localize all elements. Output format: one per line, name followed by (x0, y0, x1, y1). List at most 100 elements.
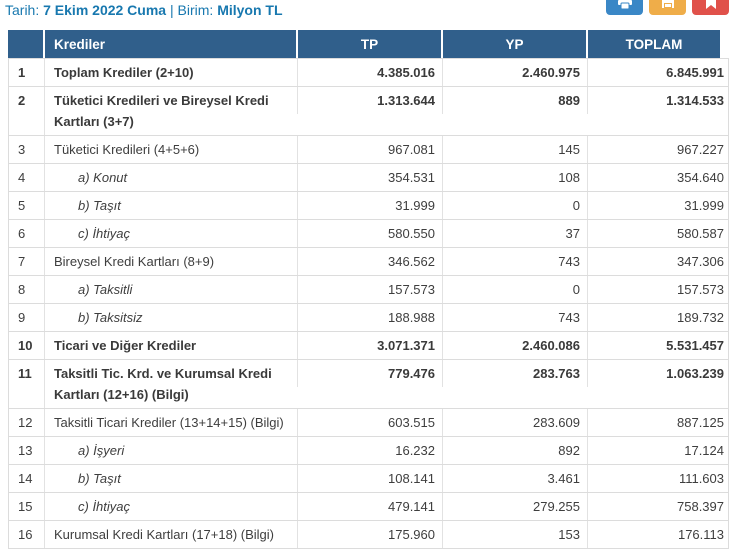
table-row: 16 Kurumsal Kredi Kartları (17+18) (Bilgi… (8, 521, 729, 549)
save-icon (661, 0, 675, 9)
tp-value-cell: 4.385.016 (297, 59, 442, 86)
tp-value-cell: 31.999 (297, 192, 442, 219)
row-number-cell: 5 (18, 198, 26, 213)
table-row: 11 Taksitli Tic. Krd. ve Kurumsal Kredi K… (8, 360, 729, 409)
table-row: 15 c) İhtiyaç 479.141 279.255 758.397 (8, 493, 729, 521)
credit-label-cell: Taksitli Tic. Krd. ve Kurumsal Kredi Kar… (44, 360, 297, 408)
tp-value-cell: 188.988 (297, 304, 442, 331)
tp-value-cell: 580.550 (297, 220, 442, 247)
yp-value-cell: 279.255 (442, 493, 587, 520)
row-number-cell: 15 (18, 499, 33, 514)
row-number-cell: 12 (18, 415, 33, 430)
row-number-cell: 6 (18, 226, 26, 241)
tp-value-cell: 3.071.371 (297, 332, 442, 359)
toplam-value-cell: 176.113 (587, 521, 728, 548)
yp-value-cell: 0 (442, 276, 587, 303)
credit-label-cell: b) Taşıt (44, 192, 297, 219)
credit-label-cell: Taksitli Ticari Krediler (13+14+15) (Bil… (44, 409, 297, 436)
header-cell-rownum (8, 30, 43, 58)
toplam-value-cell: 189.732 (587, 304, 728, 331)
yp-value-cell: 37 (442, 220, 587, 247)
row-number-cell: 14 (18, 471, 33, 486)
row-number-cell: 7 (18, 254, 26, 269)
toplam-value-cell: 758.397 (587, 493, 728, 520)
yp-value-cell: 743 (442, 304, 587, 331)
tp-value-cell: 157.573 (297, 276, 442, 303)
row-number-cell: 16 (18, 527, 33, 542)
table-row: 4 a) Konut 354.531 108 354.640 (8, 164, 729, 192)
tp-value-cell: 16.232 (297, 437, 442, 464)
credit-label-cell: c) İhtiyaç (44, 493, 297, 520)
top-bar: Tarih: 7 Ekim 2022 Cuma | Birim: Milyon … (0, 0, 731, 30)
save-export-button[interactable] (649, 0, 686, 15)
unit-label: Birim: (177, 2, 214, 18)
table-row: 9 b) Taksitsiz 188.988 743 189.732 (8, 304, 729, 332)
tp-value-cell: 479.141 (297, 493, 442, 520)
credit-label-cell: a) Taksitli (44, 276, 297, 303)
unit-value: Milyon TL (217, 2, 283, 18)
toplam-value-cell: 1.314.533 (587, 87, 728, 114)
header-cell-toplam: TOPLAM (588, 30, 720, 58)
toplam-value-cell: 354.640 (587, 164, 728, 191)
credit-label-cell: Toplam Krediler (2+10) (44, 59, 297, 86)
row-number-cell: 11 (18, 366, 32, 381)
yp-value-cell: 283.609 (442, 409, 587, 436)
row-number-cell: 1 (18, 65, 26, 80)
pdf-export-button[interactable] (692, 0, 729, 15)
credit-label-cell: a) Konut (44, 164, 297, 191)
printer-icon (617, 0, 633, 9)
credit-table: Krediler TP YP TOPLAM 1 Toplam Krediler (… (8, 30, 731, 549)
credit-label-cell: Bireysel Kredi Kartları (8+9) (44, 248, 297, 275)
toplam-value-cell: 6.845.991 (587, 59, 728, 86)
row-number-cell: 3 (18, 142, 26, 157)
toplam-value-cell: 17.124 (587, 437, 728, 464)
credit-label-cell: Kurumsal Kredi Kartları (17+18) (Bilgi) (44, 521, 297, 548)
table-row: 2 Tüketici Kredileri ve Bireysel Kredi Ka… (8, 87, 729, 136)
export-buttons (606, 0, 729, 15)
table-body: 1 Toplam Krediler (2+10) 4.385.016 2.460.97… (8, 58, 729, 549)
credit-label-cell: Tüketici Kredileri ve Bireysel Kredi Kar… (44, 87, 297, 135)
table-row: 6 c) İhtiyaç 580.550 37 580.587 (8, 220, 729, 248)
toplam-value-cell: 887.125 (587, 409, 728, 436)
yp-value-cell: 2.460.086 (442, 332, 587, 359)
tp-value-cell: 779.476 (297, 360, 442, 387)
yp-value-cell: 2.460.975 (442, 59, 587, 86)
yp-value-cell: 743 (442, 248, 587, 275)
tp-value-cell: 175.960 (297, 521, 442, 548)
yp-value-cell: 145 (442, 136, 587, 163)
yp-value-cell: 0 (442, 192, 587, 219)
table-header-row: Krediler TP YP TOPLAM (8, 30, 720, 58)
date-value: 7 Ekim 2022 Cuma (43, 2, 167, 18)
yp-value-cell: 892 (442, 437, 587, 464)
credit-label-cell: b) Taşıt (44, 465, 297, 492)
header-cell-yp: YP (443, 30, 586, 58)
meta-separator: | (169, 2, 174, 18)
date-label: Tarih: (5, 2, 40, 18)
toplam-value-cell: 5.531.457 (587, 332, 728, 359)
row-number-cell: 4 (18, 170, 26, 185)
tp-value-cell: 354.531 (297, 164, 442, 191)
row-number-cell: 8 (18, 282, 26, 297)
yp-value-cell: 889 (442, 87, 587, 114)
toplam-value-cell: 111.603 (587, 465, 728, 492)
tp-value-cell: 108.141 (297, 465, 442, 492)
credit-label-cell: c) İhtiyaç (44, 220, 297, 247)
row-number-cell: 2 (18, 93, 26, 108)
table-row: 7 Bireysel Kredi Kartları (8+9) 346.562 743… (8, 248, 729, 276)
tp-value-cell: 967.081 (297, 136, 442, 163)
report-meta-line: Tarih: 7 Ekim 2022 Cuma | Birim: Milyon … (5, 2, 283, 18)
credit-label-cell: b) Taksitsiz (44, 304, 297, 331)
bookmark-icon (705, 0, 717, 9)
table-row: 13 a) İşyeri 16.232 892 17.124 (8, 437, 729, 465)
excel-export-button[interactable] (606, 0, 643, 15)
toplam-value-cell: 347.306 (587, 248, 728, 275)
table-row: 14 b) Taşıt 108.141 3.461 111.603 (8, 465, 729, 493)
toplam-value-cell: 580.587 (587, 220, 728, 247)
tp-value-cell: 603.515 (297, 409, 442, 436)
table-row: 8 a) Taksitli 157.573 0 157.573 (8, 276, 729, 304)
credit-label-cell: Tüketici Kredileri (4+5+6) (44, 136, 297, 163)
toplam-value-cell: 1.063.239 (587, 360, 728, 387)
table-row: 3 Tüketici Kredileri (4+5+6) 967.081 145 967… (8, 136, 729, 164)
table-row: 10 Ticari ve Diğer Krediler 3.071.371 2.460… (8, 332, 729, 360)
header-cell-krediler: Krediler (45, 30, 296, 58)
